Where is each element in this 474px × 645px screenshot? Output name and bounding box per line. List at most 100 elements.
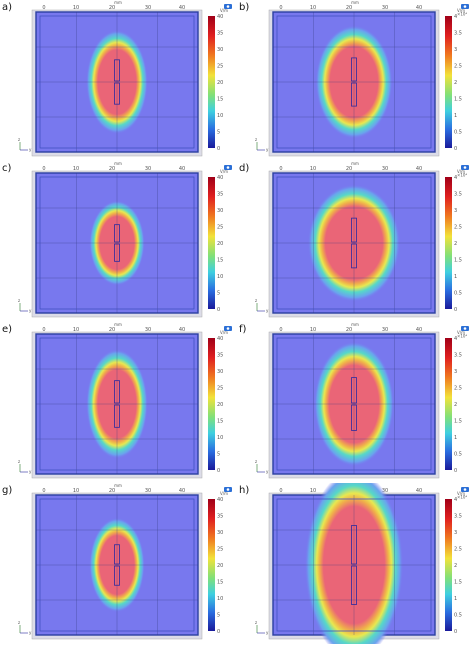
svg-text:y: y (29, 630, 32, 635)
panel-label: a) (2, 2, 13, 13)
colorbar-tick-label: 0 (454, 468, 457, 474)
x-tick-label: 20 (346, 166, 352, 172)
mm-label: mm (351, 161, 359, 166)
svg-text:z: z (255, 459, 257, 464)
comsol-logo-icon (461, 326, 469, 331)
x-tick-label: 40 (179, 166, 185, 172)
x-tick-label: 10 (310, 327, 316, 333)
colorbar-tick-label: 1 (454, 274, 457, 280)
x-tick-label: 0 (42, 166, 45, 172)
mm-label: mm (114, 0, 122, 5)
colorbar-tick-label: 30 (217, 369, 223, 375)
colorbar-tick-label: 5 (217, 613, 220, 619)
comsol-logo-icon (224, 165, 232, 170)
axes-triad-icon: z y (18, 620, 32, 635)
x-tick-label: 20 (109, 327, 115, 333)
unit-label: V/m (220, 169, 228, 174)
electrode-top (351, 217, 357, 243)
colorbar-tick-label: 1.5 (454, 97, 462, 103)
x-axis-ruler: 0 10 20 30 40 mm (279, 161, 422, 172)
colorbar-tick-label: 20 (217, 402, 223, 408)
x-axis-ruler: 0 10 20 30 40 mm (42, 322, 185, 333)
colorbar-tick-label: 1.5 (454, 258, 462, 264)
electrode-top (114, 544, 120, 565)
electrode-bottom (351, 404, 357, 431)
colorbar-tick-label: 5 (217, 291, 220, 297)
x-tick-label: 10 (73, 488, 79, 494)
colorbar-tick-label: 1.5 (454, 580, 462, 586)
colorbar-tick-label: 0 (454, 146, 457, 152)
comsol-logo-icon (461, 165, 469, 170)
x-tick-label: 30 (382, 166, 388, 172)
panel-g: 0 10 20 30 40 mm 40 35 30 25 20 15 10 5 0 V/m z y g) (0, 483, 237, 644)
panel-label: c) (2, 163, 12, 174)
exponent-label: ×10⁴ (457, 12, 467, 17)
electrode-top (114, 59, 120, 82)
axes-triad-icon: z y (255, 620, 269, 635)
colorbar-tick-label: 3 (454, 208, 457, 214)
comsol-logo-icon (461, 4, 469, 9)
colorbar (208, 16, 215, 148)
colorbar-tick-label: 35 (217, 31, 223, 37)
colorbar (445, 177, 452, 309)
svg-text:z: z (255, 298, 257, 303)
panel-f: 0 10 20 30 40 mm 4 3.5 3 2.5 2 1.5 1 0.5 0 V/m ×10⁴ z y … (237, 322, 474, 483)
unit-label: V/m (457, 330, 465, 335)
x-tick-label: 10 (73, 5, 79, 11)
colorbar-tick-label: 0 (217, 307, 220, 313)
colorbar (445, 499, 452, 631)
svg-text:z: z (255, 620, 257, 625)
panel-b: 0 10 20 30 40 mm 4 3.5 3 2.5 2 1.5 1 0.5 0 V/m ×10⁴ z y … (237, 0, 474, 161)
unit-label: V/m (457, 8, 465, 13)
colorbar-tick-label: 2 (454, 241, 457, 247)
colorbar-tick-label: 2 (454, 402, 457, 408)
colorbar-tick-label: 30 (217, 208, 223, 214)
colorbar (445, 338, 452, 470)
colorbar-tick-label: 2 (454, 80, 457, 86)
axes-triad-icon: z y (18, 298, 32, 313)
colorbar-tick-label: 10 (217, 596, 223, 602)
colorbar-tick-label: 0.5 (454, 613, 462, 619)
colorbar-tick-label: 4 (454, 14, 457, 20)
x-tick-label: 40 (179, 5, 185, 11)
x-tick-label: 30 (382, 5, 388, 11)
unit-label: V/m (457, 169, 465, 174)
svg-text:z: z (255, 137, 257, 142)
x-tick-label: 20 (109, 166, 115, 172)
x-tick-label: 30 (145, 166, 151, 172)
mm-label: mm (351, 0, 359, 5)
axes-triad-icon: z y (18, 137, 32, 152)
svg-text:y: y (29, 469, 32, 474)
x-tick-label: 40 (416, 488, 422, 494)
colorbar-tick-label: 20 (217, 80, 223, 86)
panel-label: g) (2, 485, 13, 496)
electrode-bottom (351, 565, 357, 605)
electrode-bottom (114, 404, 120, 428)
x-tick-label: 0 (279, 166, 282, 172)
electrode-bottom (114, 243, 120, 262)
electrode-top (351, 57, 357, 82)
svg-text:z: z (18, 459, 20, 464)
colorbar (208, 177, 215, 309)
colorbar-tick-label: 5 (217, 130, 220, 136)
x-tick-label: 40 (416, 327, 422, 333)
colorbar-tick-label: 40 (217, 497, 223, 503)
colorbar-tick-label: 4 (454, 497, 457, 503)
electrode-bottom (114, 565, 120, 586)
unit-label: V/m (220, 491, 228, 496)
colorbar-tick-label: 0 (217, 146, 220, 152)
colorbar-tick-label: 2.5 (454, 386, 462, 392)
colorbar-tick-label: 5 (217, 452, 220, 458)
svg-text:z: z (18, 620, 20, 625)
colorbar-tick-label: 0 (217, 468, 220, 474)
panel-label: f) (239, 324, 247, 335)
x-tick-label: 30 (382, 488, 388, 494)
x-tick-label: 10 (310, 488, 316, 494)
electrode-top (351, 525, 357, 565)
colorbar-tick-label: 1.5 (454, 419, 462, 425)
colorbar-tick-label: 35 (217, 514, 223, 520)
panel-d: 0 10 20 30 40 mm 4 3.5 3 2.5 2 1.5 1 0.5 0 V/m ×10⁴ z y … (237, 161, 474, 322)
colorbar-tick-label: 0 (454, 307, 457, 313)
colorbar-tick-label: 35 (217, 353, 223, 359)
